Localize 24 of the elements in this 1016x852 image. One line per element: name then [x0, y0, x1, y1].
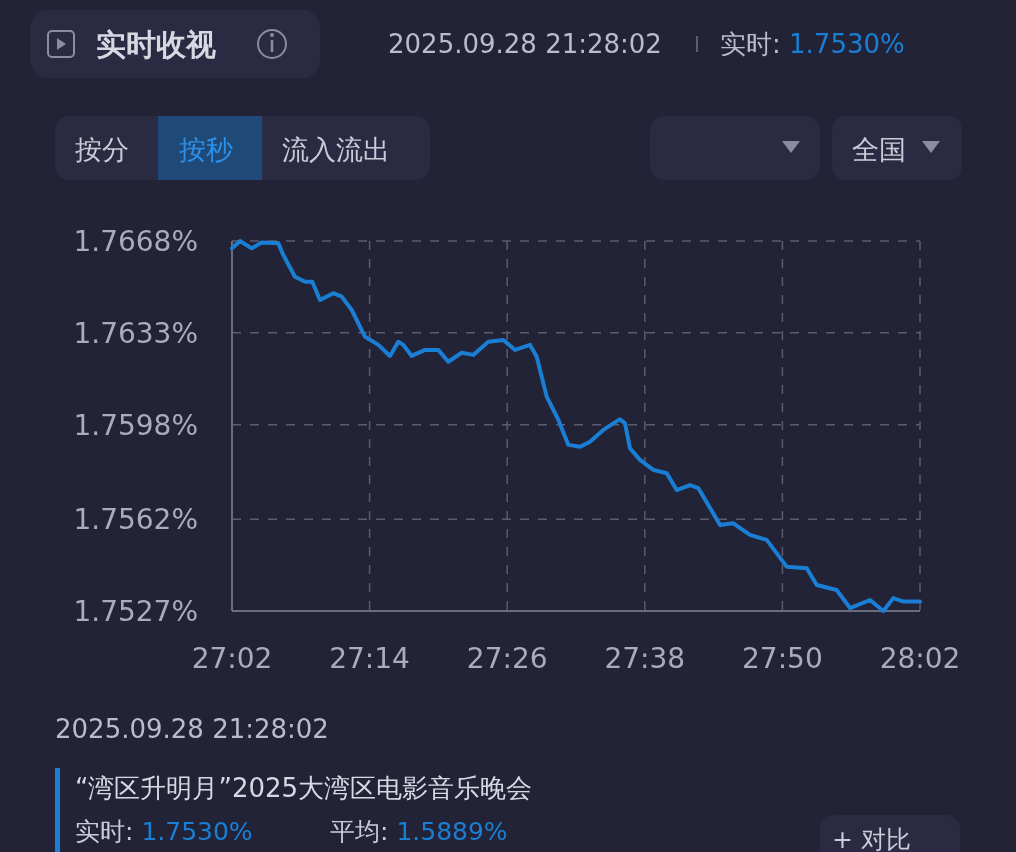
text: 按秒	[179, 134, 233, 165]
y-tick-label: 1.7527%	[73, 595, 198, 628]
x-tick-label: 27:14	[329, 642, 410, 675]
text: 流入流出	[282, 134, 390, 165]
y-tick-label: 1.7598%	[73, 408, 198, 442]
x-tick-label: 27:50	[742, 642, 823, 675]
y-tick-label: 1.7562%	[73, 503, 198, 537]
text: 实时: 1.7530%	[720, 29, 905, 59]
text: 按分	[75, 134, 129, 165]
text: 2025.09.28 21:28:02	[388, 29, 662, 59]
x-tick-label: 27:26	[466, 642, 548, 675]
x-tick-label: 27:38	[604, 642, 686, 675]
x-tick-label: 27:02	[191, 642, 273, 675]
y-tick-label: 1.7633%	[73, 316, 198, 350]
text: 2025.09.28 21:28:02	[55, 714, 329, 744]
text: 平均: 1.5889%	[330, 817, 508, 846]
line-series	[230, 239, 922, 613]
text: “湾区升明月”2025大湾区电影音乐晚会	[75, 773, 533, 803]
text: 实时: 1.7530%	[75, 817, 253, 846]
y-tick-label: 1.7668%	[73, 225, 198, 258]
text: 全国	[852, 134, 906, 165]
text: + 对比	[832, 825, 911, 852]
x-tick-label: 28:02	[879, 642, 961, 675]
chart-title: 实时收视	[96, 27, 216, 62]
